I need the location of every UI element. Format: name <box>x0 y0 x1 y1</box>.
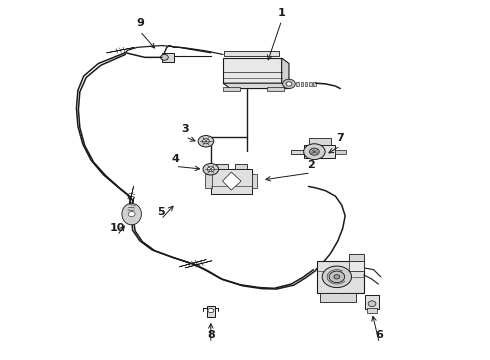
Bar <box>335 150 346 154</box>
Polygon shape <box>122 203 142 225</box>
Circle shape <box>283 79 295 89</box>
Polygon shape <box>179 260 206 267</box>
Text: 10: 10 <box>109 223 124 233</box>
Polygon shape <box>129 197 134 218</box>
Polygon shape <box>185 261 212 268</box>
Bar <box>314 82 316 86</box>
Text: 9: 9 <box>136 18 144 28</box>
Bar <box>365 295 379 309</box>
Bar <box>304 145 335 158</box>
Circle shape <box>198 135 214 147</box>
Bar <box>296 82 299 86</box>
Bar <box>216 164 228 168</box>
Text: 8: 8 <box>207 330 215 340</box>
Bar <box>162 53 174 62</box>
Bar <box>300 82 303 86</box>
Text: 7: 7 <box>337 133 344 143</box>
Polygon shape <box>129 186 134 207</box>
Circle shape <box>160 54 168 60</box>
Bar <box>320 293 356 302</box>
Circle shape <box>207 167 214 172</box>
Bar <box>318 261 364 293</box>
Bar <box>309 138 331 145</box>
Bar <box>205 174 212 188</box>
Bar <box>235 164 247 168</box>
Polygon shape <box>223 58 282 83</box>
Circle shape <box>208 309 214 313</box>
Polygon shape <box>106 48 134 53</box>
Text: 6: 6 <box>375 330 383 340</box>
Circle shape <box>334 275 340 279</box>
Circle shape <box>304 144 325 159</box>
Circle shape <box>202 139 209 144</box>
Circle shape <box>368 301 376 307</box>
Circle shape <box>329 271 344 283</box>
Circle shape <box>128 212 135 217</box>
Bar <box>349 253 364 261</box>
Polygon shape <box>223 83 289 89</box>
Text: 1: 1 <box>278 8 286 18</box>
Bar <box>305 82 307 86</box>
Text: 5: 5 <box>157 207 165 217</box>
Text: 4: 4 <box>172 153 179 163</box>
Bar <box>207 306 215 317</box>
Circle shape <box>322 266 351 288</box>
Bar <box>349 261 364 271</box>
Bar <box>367 309 377 313</box>
Text: 2: 2 <box>307 160 315 170</box>
Bar <box>211 168 252 194</box>
Text: 3: 3 <box>182 124 189 134</box>
Bar <box>224 51 279 56</box>
Bar <box>309 82 312 86</box>
Circle shape <box>310 148 319 155</box>
Polygon shape <box>282 58 289 89</box>
Circle shape <box>286 82 292 86</box>
Circle shape <box>203 163 219 175</box>
Polygon shape <box>222 172 241 190</box>
Bar <box>292 150 305 154</box>
Bar <box>223 87 240 91</box>
Bar <box>252 174 257 188</box>
Bar <box>267 87 284 91</box>
